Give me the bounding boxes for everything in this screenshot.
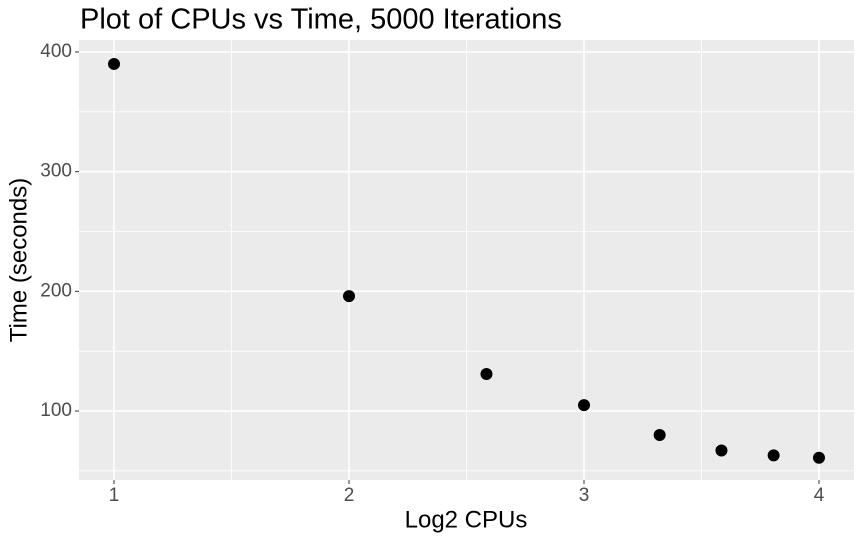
x-axis-label: Log2 CPUs (405, 506, 528, 533)
y-axis-label: Time (seconds) (5, 178, 32, 342)
y-tick-label: 300 (40, 161, 72, 182)
point (577, 399, 590, 412)
x-tick-label: 1 (109, 485, 120, 506)
point (653, 428, 666, 441)
point (343, 290, 356, 303)
chart-title: Plot of CPUs vs Time, 5000 Iterations (80, 4, 562, 36)
point (108, 57, 121, 70)
point (812, 451, 825, 464)
x-tick-label: 2 (344, 485, 355, 506)
point (767, 449, 780, 462)
point (715, 444, 728, 457)
x-tick-label: 3 (579, 485, 590, 506)
y-tick-label: 100 (40, 400, 72, 421)
y-tick-label: 200 (40, 280, 72, 301)
y-tick-label: 400 (40, 41, 72, 62)
point (480, 367, 493, 380)
x-tick-label: 4 (814, 485, 825, 506)
